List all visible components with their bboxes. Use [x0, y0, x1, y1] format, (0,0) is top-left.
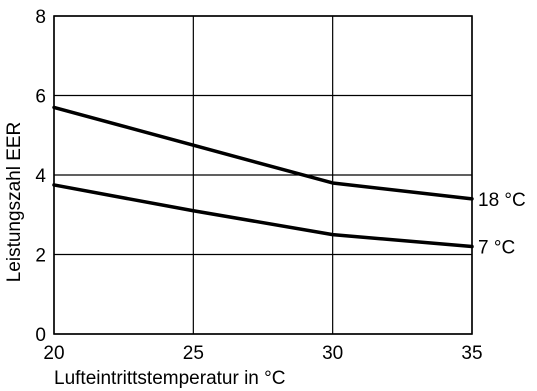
y-tick-label: 4	[35, 166, 46, 187]
grid-lines	[53, 15, 473, 335]
x-tick-label: 25	[183, 343, 204, 364]
series-line-2	[52, 183, 474, 249]
series-label-1: 18 °C	[478, 190, 526, 211]
x-tick-label: 35	[461, 343, 482, 364]
plot-frame	[53, 15, 473, 335]
y-tick-label: 6	[35, 87, 46, 108]
y-axis-label: Leistungszahl EER	[4, 122, 25, 283]
series-group	[52, 105, 474, 249]
x-axis-label: Lufteintrittstemperatur in °C	[54, 368, 285, 389]
series-labels: 18 °C 7 °C	[478, 190, 526, 259]
y-tick-labels: 0 2 4 6 8	[35, 7, 46, 346]
y-tick-label: 0	[35, 325, 46, 346]
x-tick-label: 20	[43, 343, 64, 364]
x-tick-labels: 20 25 30 35	[43, 343, 482, 364]
series-label-2: 7 °C	[478, 238, 515, 259]
y-tick-label: 2	[35, 246, 46, 267]
y-tick-label: 8	[35, 7, 46, 28]
x-tick-label: 30	[322, 343, 343, 364]
series-line-1	[52, 105, 474, 201]
